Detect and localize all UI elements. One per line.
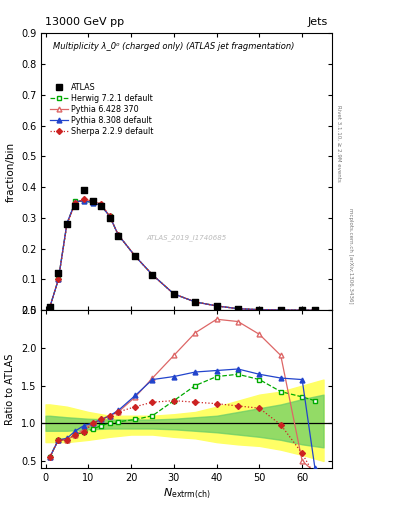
Point xyxy=(132,252,138,261)
Point xyxy=(171,290,177,298)
Point xyxy=(192,298,198,306)
Point xyxy=(98,202,104,210)
Point xyxy=(213,302,220,310)
Point xyxy=(55,269,62,278)
Point xyxy=(81,186,87,195)
Text: 13000 GeV pp: 13000 GeV pp xyxy=(45,17,124,27)
Legend: ATLAS, Herwig 7.2.1 default, Pythia 6.428 370, Pythia 8.308 default, Sherpa 2.2.: ATLAS, Herwig 7.2.1 default, Pythia 6.42… xyxy=(48,81,155,138)
Point xyxy=(47,303,53,311)
Point xyxy=(235,305,241,313)
X-axis label: $N_{\mathdefault{extrm(ch)}}$: $N_{\mathdefault{extrm(ch)}}$ xyxy=(163,486,211,501)
Point xyxy=(299,306,305,314)
Y-axis label: fraction/bin: fraction/bin xyxy=(6,142,15,202)
Text: ATLAS_2019_I1740685: ATLAS_2019_I1740685 xyxy=(147,234,227,241)
Text: Rivet 3.1.10, ≥ 2.9M events: Rivet 3.1.10, ≥ 2.9M events xyxy=(336,105,341,182)
Point xyxy=(312,306,318,314)
Y-axis label: Ratio to ATLAS: Ratio to ATLAS xyxy=(6,354,15,425)
Point xyxy=(115,232,121,241)
Point xyxy=(149,271,156,279)
Text: Multiplicity λ_0⁰ (charged only) (ATLAS jet fragmentation): Multiplicity λ_0⁰ (charged only) (ATLAS … xyxy=(53,41,294,51)
Point xyxy=(90,197,96,205)
Text: mcplots.cern.ch [arXiv:1306.3436]: mcplots.cern.ch [arXiv:1306.3436] xyxy=(348,208,353,304)
Point xyxy=(107,214,113,222)
Point xyxy=(256,306,263,314)
Text: Jets: Jets xyxy=(308,17,328,27)
Point xyxy=(72,202,79,210)
Point xyxy=(64,220,70,228)
Point xyxy=(277,306,284,314)
